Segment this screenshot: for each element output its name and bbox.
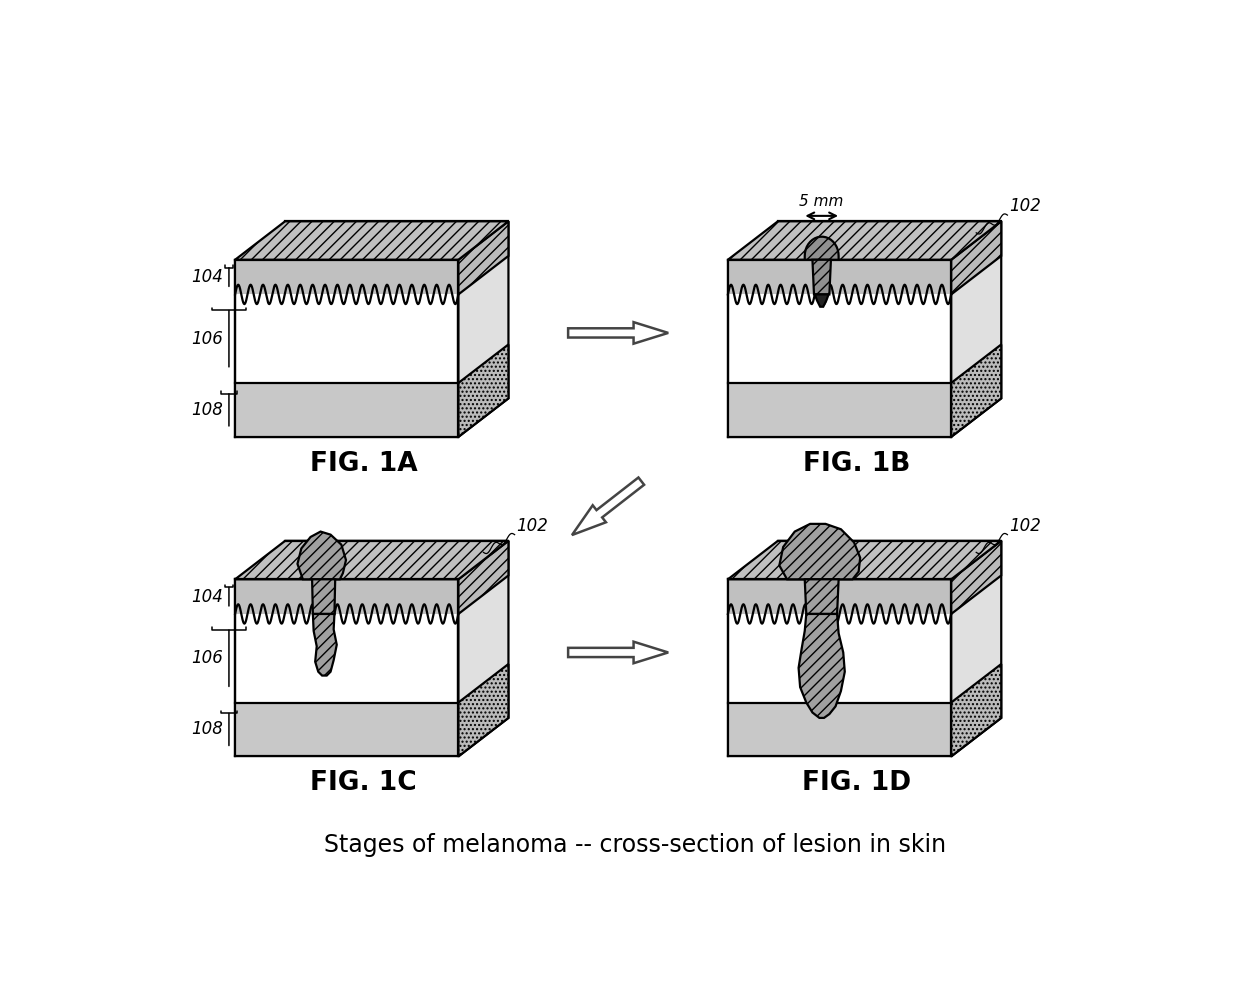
- Polygon shape: [951, 664, 1001, 757]
- Polygon shape: [951, 221, 1001, 437]
- Polygon shape: [951, 541, 1001, 614]
- Polygon shape: [805, 237, 838, 260]
- Polygon shape: [568, 642, 668, 663]
- Text: 104: 104: [191, 587, 223, 605]
- Text: 106: 106: [191, 649, 223, 667]
- Text: FIG. 1B: FIG. 1B: [802, 451, 910, 477]
- Polygon shape: [236, 260, 459, 294]
- Polygon shape: [728, 221, 1001, 260]
- Polygon shape: [951, 541, 1001, 757]
- Polygon shape: [572, 477, 644, 535]
- Polygon shape: [459, 221, 508, 437]
- Polygon shape: [728, 580, 951, 614]
- Polygon shape: [728, 541, 1001, 580]
- Polygon shape: [459, 541, 508, 614]
- Polygon shape: [728, 703, 951, 757]
- Polygon shape: [298, 531, 346, 580]
- Polygon shape: [459, 541, 508, 757]
- Polygon shape: [236, 703, 459, 757]
- Text: 102: 102: [516, 517, 548, 534]
- Polygon shape: [951, 344, 1001, 437]
- Text: 102: 102: [1009, 197, 1040, 215]
- Polygon shape: [815, 294, 828, 307]
- Text: Stages of melanoma -- cross-section of lesion in skin: Stages of melanoma -- cross-section of l…: [325, 833, 946, 857]
- Text: 108: 108: [191, 400, 223, 419]
- Polygon shape: [951, 221, 1001, 294]
- Polygon shape: [459, 221, 508, 294]
- Text: 108: 108: [191, 720, 223, 738]
- Polygon shape: [459, 664, 508, 757]
- Polygon shape: [728, 383, 951, 437]
- Polygon shape: [236, 383, 459, 437]
- Text: 106: 106: [191, 330, 223, 347]
- Polygon shape: [236, 541, 508, 580]
- Text: FIG. 1A: FIG. 1A: [310, 451, 417, 477]
- Polygon shape: [236, 260, 459, 437]
- Polygon shape: [805, 580, 838, 614]
- Text: 102: 102: [1009, 517, 1040, 534]
- Polygon shape: [312, 580, 335, 614]
- Polygon shape: [728, 260, 951, 294]
- Polygon shape: [236, 221, 508, 260]
- Polygon shape: [568, 322, 668, 343]
- Polygon shape: [236, 580, 459, 614]
- Polygon shape: [799, 614, 844, 718]
- Polygon shape: [312, 614, 337, 676]
- Polygon shape: [459, 344, 508, 437]
- Text: FIG. 1C: FIG. 1C: [310, 770, 417, 796]
- Polygon shape: [728, 260, 951, 437]
- Polygon shape: [236, 580, 459, 757]
- Text: 5 mm: 5 mm: [800, 194, 844, 209]
- Text: 104: 104: [191, 268, 223, 286]
- Text: FIG. 1D: FIG. 1D: [802, 770, 911, 796]
- Polygon shape: [779, 523, 861, 580]
- Polygon shape: [728, 580, 951, 757]
- Polygon shape: [812, 260, 831, 294]
